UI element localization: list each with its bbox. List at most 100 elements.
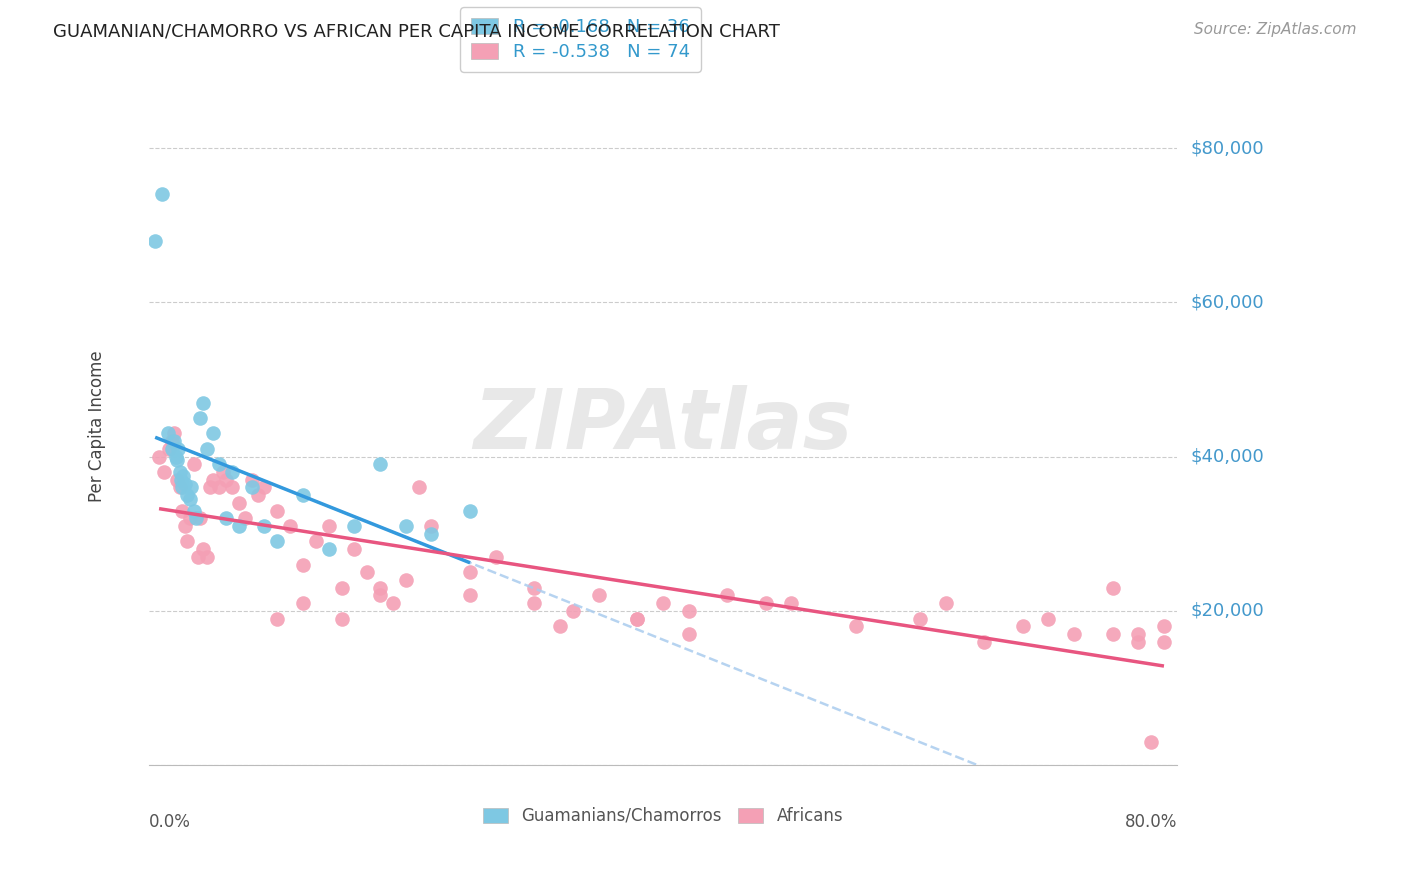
Point <box>228 519 250 533</box>
Point <box>934 596 956 610</box>
Point <box>678 604 700 618</box>
Point <box>1038 612 1060 626</box>
Point <box>626 612 648 626</box>
Point <box>523 596 546 610</box>
Point <box>588 589 610 603</box>
Point <box>253 481 276 495</box>
Point <box>172 469 194 483</box>
Point <box>153 465 176 479</box>
Point <box>233 511 256 525</box>
Point <box>143 234 166 248</box>
Point <box>215 511 238 525</box>
Point <box>716 589 738 603</box>
Point <box>651 596 673 610</box>
Point <box>173 519 195 533</box>
Point <box>278 519 301 533</box>
Point <box>187 549 209 564</box>
Point <box>247 488 270 502</box>
Point <box>150 187 173 202</box>
Point <box>176 534 198 549</box>
Point <box>179 511 201 525</box>
Point <box>157 426 180 441</box>
Point <box>626 612 648 626</box>
Point <box>420 519 443 533</box>
Point <box>172 481 194 495</box>
Point <box>368 458 391 472</box>
Text: GUAMANIAN/CHAMORRO VS AFRICAN PER CAPITA INCOME CORRELATION CHART: GUAMANIAN/CHAMORRO VS AFRICAN PER CAPITA… <box>53 22 780 40</box>
Point <box>160 442 183 456</box>
Text: Per Capita Income: Per Capita Income <box>89 350 107 501</box>
Point <box>408 481 430 495</box>
Point <box>845 619 868 633</box>
Legend: Guamanians/Chamorros, Africans: Guamanians/Chamorros, Africans <box>475 800 849 831</box>
Text: 80.0%: 80.0% <box>1125 813 1177 830</box>
Point <box>266 534 288 549</box>
Text: $60,000: $60,000 <box>1191 293 1264 311</box>
Point <box>561 604 583 618</box>
Point <box>395 573 418 587</box>
Point <box>208 481 231 495</box>
Point <box>176 488 198 502</box>
Point <box>167 442 190 456</box>
Point <box>458 589 481 603</box>
Point <box>186 511 208 525</box>
Text: $40,000: $40,000 <box>1191 448 1264 466</box>
Point <box>780 596 803 610</box>
Point <box>173 476 195 491</box>
Point <box>188 511 211 525</box>
Point <box>318 542 340 557</box>
Point <box>183 458 205 472</box>
Point <box>253 519 276 533</box>
Point <box>755 596 778 610</box>
Point <box>157 442 180 456</box>
Point <box>343 519 366 533</box>
Point <box>1101 627 1123 641</box>
Point <box>172 503 194 517</box>
Point <box>166 473 188 487</box>
Point <box>169 481 191 495</box>
Point <box>163 426 186 441</box>
Point <box>160 434 183 449</box>
Point <box>1063 627 1085 641</box>
Text: $20,000: $20,000 <box>1191 602 1264 620</box>
Point <box>169 465 191 479</box>
Point <box>166 453 188 467</box>
Point <box>240 473 263 487</box>
Text: 0.0%: 0.0% <box>149 813 191 830</box>
Point <box>266 612 288 626</box>
Point <box>148 450 170 464</box>
Point <box>395 519 418 533</box>
Point <box>458 566 481 580</box>
Point <box>163 434 186 449</box>
Point <box>266 503 288 517</box>
Point <box>291 558 314 572</box>
Point <box>183 503 205 517</box>
Point <box>215 473 238 487</box>
Point <box>179 491 201 506</box>
Point <box>908 612 931 626</box>
Point <box>356 566 378 580</box>
Point <box>291 488 314 502</box>
Point <box>170 473 193 487</box>
Point <box>191 395 214 409</box>
Point <box>678 627 700 641</box>
Point <box>305 534 328 549</box>
Point <box>208 458 231 472</box>
Point <box>330 581 353 595</box>
Point <box>523 581 546 595</box>
Point <box>330 612 353 626</box>
Point <box>1128 634 1150 648</box>
Point <box>165 450 187 464</box>
Point <box>212 465 235 479</box>
Point <box>973 634 995 648</box>
Point <box>1128 627 1150 641</box>
Point <box>291 596 314 610</box>
Point <box>191 542 214 557</box>
Point <box>1101 581 1123 595</box>
Point <box>485 549 508 564</box>
Point <box>458 503 481 517</box>
Point <box>240 481 263 495</box>
Text: Source: ZipAtlas.com: Source: ZipAtlas.com <box>1194 22 1357 37</box>
Point <box>195 442 218 456</box>
Point <box>188 411 211 425</box>
